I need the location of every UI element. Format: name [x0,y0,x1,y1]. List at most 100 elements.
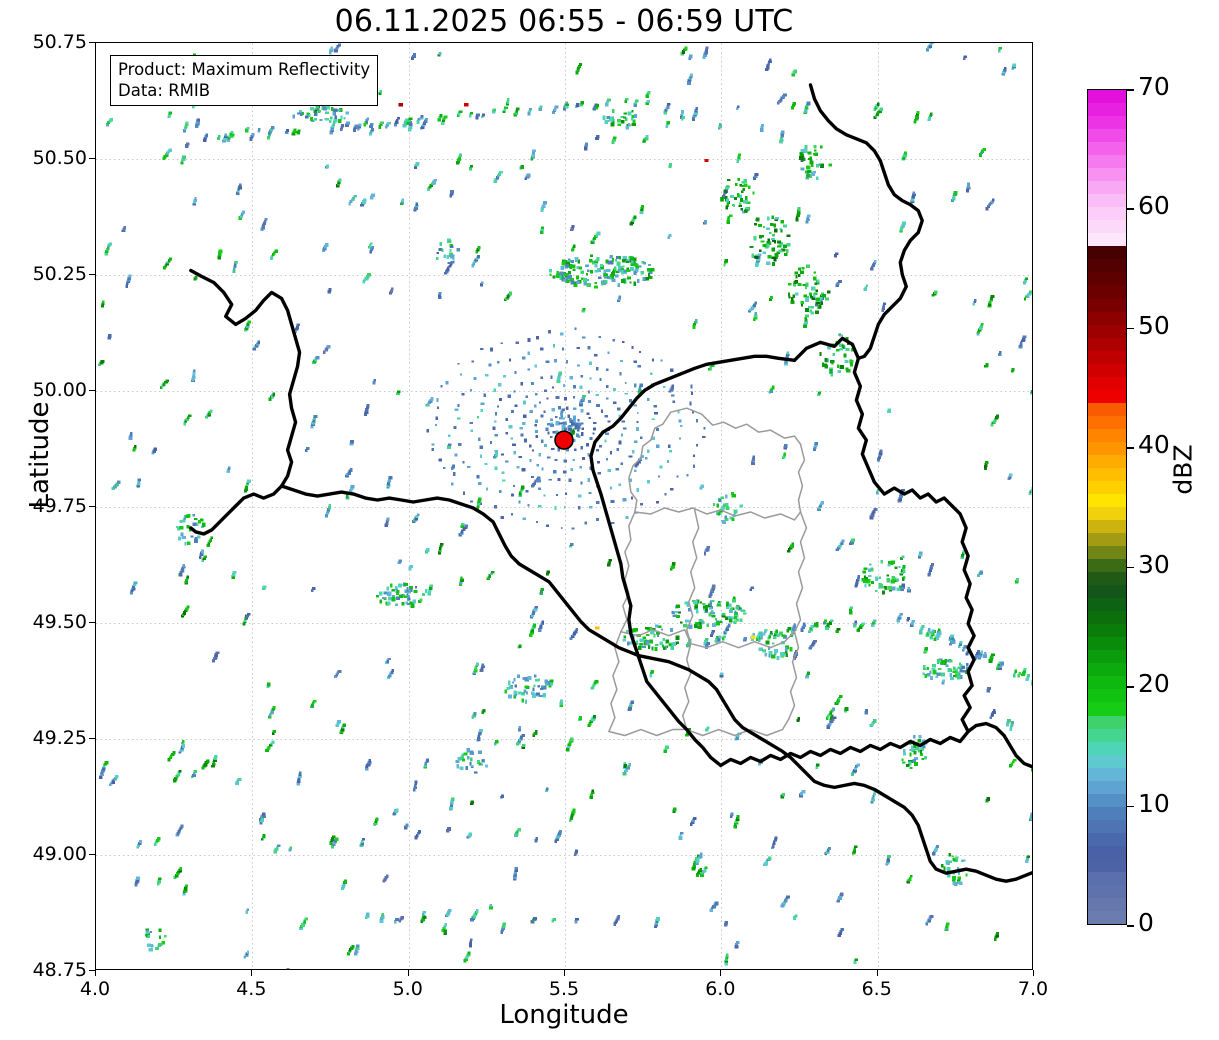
echo-cell [262,223,265,227]
echo-cell [771,262,775,266]
echo-cell [444,923,447,927]
echo-cell [901,761,906,764]
echo-cell [395,808,399,812]
echo-cell [541,204,546,208]
echo-cell [534,419,538,423]
echo-cell [479,454,482,459]
echo-cell [800,301,804,305]
echo-cell [589,795,594,800]
echo-cell [609,116,612,122]
echo-cell [516,740,521,745]
echo-cell [470,429,473,433]
echo-cell [573,448,577,452]
echo-cell [442,117,446,121]
echo-cell [525,699,528,704]
echo-cell [803,324,807,328]
echo-cell [806,101,811,106]
echo-cell [886,856,890,861]
echo-cell [586,412,590,415]
echo-cell [518,500,521,504]
colorbar-tick-label: 30 [1138,549,1170,579]
echo-cell [928,628,931,632]
echo-cell [633,259,636,264]
map-plot-area[interactable]: Product: Maximum Reflectivity Data: RMIB [95,42,1033,970]
echo-cell [766,216,770,221]
echo-cell [365,764,369,769]
echo-cell [466,953,471,957]
echo-cell [109,117,114,122]
echo-cell [981,149,985,153]
echo-cell [751,253,755,259]
echo-cell [954,673,957,678]
echo-cell [607,98,611,102]
echo-cell [380,915,385,919]
echo-cell [914,119,917,124]
echo-cell [329,116,333,120]
echo-cell [511,681,515,684]
echo-cell [414,782,417,785]
echo-cell [411,56,415,61]
echo-cell [929,112,933,116]
echo-cell [137,480,141,483]
echo-cell [499,397,503,402]
echo-cell [917,738,921,743]
echo-cell [672,562,676,566]
echo-cell [671,564,675,568]
echo-cell [793,623,797,627]
radar-site-marker[interactable] [554,430,574,450]
echo-cell [494,740,499,744]
echo-cell [767,636,771,640]
gridline-horizontal [96,159,1032,160]
echo-cell [873,259,877,264]
echo-cell [952,878,956,882]
echo-cell [236,189,240,193]
echo-cell [568,417,572,422]
echo-cell [882,304,886,309]
echo-cell [879,451,883,456]
echo-cell [352,196,356,200]
echo-cell [1008,475,1012,480]
echo-cell [587,723,591,727]
echo-cell [461,529,464,534]
echo-cell [185,123,189,127]
echo-cell [697,626,701,630]
echo-cell [923,755,928,760]
echo-cell [360,203,364,207]
echo-cell [784,647,788,652]
echo-cell [285,129,289,133]
echo-cell [529,107,532,111]
echo-cell [628,763,632,767]
echo-cell [785,653,789,657]
echo-cell [332,122,335,126]
echo-cell [760,632,765,636]
echo-cell [610,500,615,503]
echo-cell [422,916,427,919]
colorbar-tick [1127,566,1134,569]
echo-cell [750,586,755,590]
echo-cell [160,385,163,389]
echo-cell [623,635,626,639]
echo-cell [779,140,784,144]
echo-cell [702,435,706,438]
echo-cell [457,756,462,761]
echo-cell [333,108,338,112]
echo-cell [489,441,492,444]
echo-cell [445,380,449,385]
echo-cell [127,278,131,282]
echo-cell [809,156,812,161]
echo-cell [663,110,667,115]
echo-cell [985,461,989,464]
echo-cell [800,167,805,171]
echo-cell [854,620,857,624]
echo-cell [918,553,923,557]
echo-cell [535,836,539,841]
echo-cell [768,650,773,655]
colorbar[interactable] [1087,89,1127,925]
echo-cell [350,485,355,489]
echo-cell [436,398,439,403]
echo-cell [342,883,346,887]
echo-cell [476,254,480,259]
echo-cell [728,609,733,614]
echo-cell [828,620,832,625]
echo-cell [552,275,556,279]
